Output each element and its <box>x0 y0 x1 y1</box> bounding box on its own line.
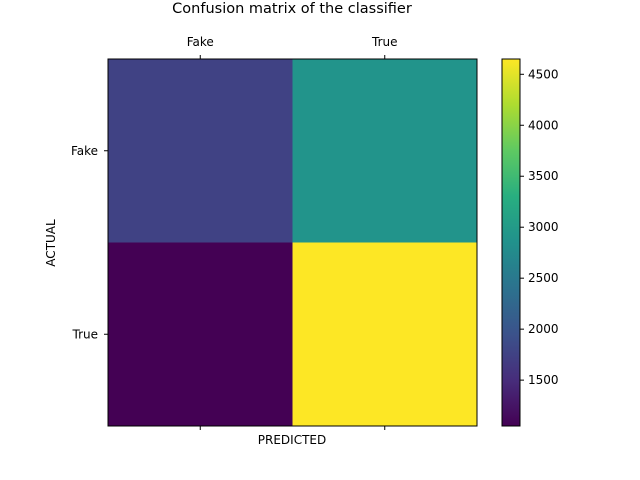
heatmap-cells <box>108 59 478 427</box>
chart-title: Confusion matrix of the classifier <box>172 1 412 17</box>
colorbar-tick-label: 4000 <box>528 118 559 132</box>
heatmap-cell-0-0 <box>108 59 293 243</box>
x-axis-label: PREDICTED <box>258 433 326 447</box>
y-tick-label: Fake <box>71 144 98 158</box>
colorbar-tick-label: 3000 <box>528 220 559 234</box>
colorbar-tick-label: 2500 <box>528 271 559 285</box>
y-tick-label: True <box>72 327 99 341</box>
x-tick-label: True <box>371 35 398 49</box>
colorbar-tick-label: 1500 <box>528 373 559 387</box>
x-tick-label: Fake <box>187 35 214 49</box>
colorbar <box>501 58 521 427</box>
y-axis-label: ACTUAL <box>44 219 58 267</box>
colorbar-tick-label: 4500 <box>528 67 559 81</box>
colorbar-tick-label: 3500 <box>528 169 559 183</box>
plot-frame <box>107 58 478 427</box>
x-axis-ticks: Fake True <box>187 35 398 430</box>
heatmap-cell-0-1 <box>292 59 478 243</box>
y-axis-ticks: Fake True <box>71 144 108 341</box>
colorbar-tick-label: 2000 <box>528 322 559 336</box>
heatmap-cell-1-1 <box>292 242 478 427</box>
heatmap-cell-1-0 <box>108 242 293 427</box>
colorbar-ticks: 1500 2000 2500 3000 3500 4000 4500 <box>520 67 559 387</box>
